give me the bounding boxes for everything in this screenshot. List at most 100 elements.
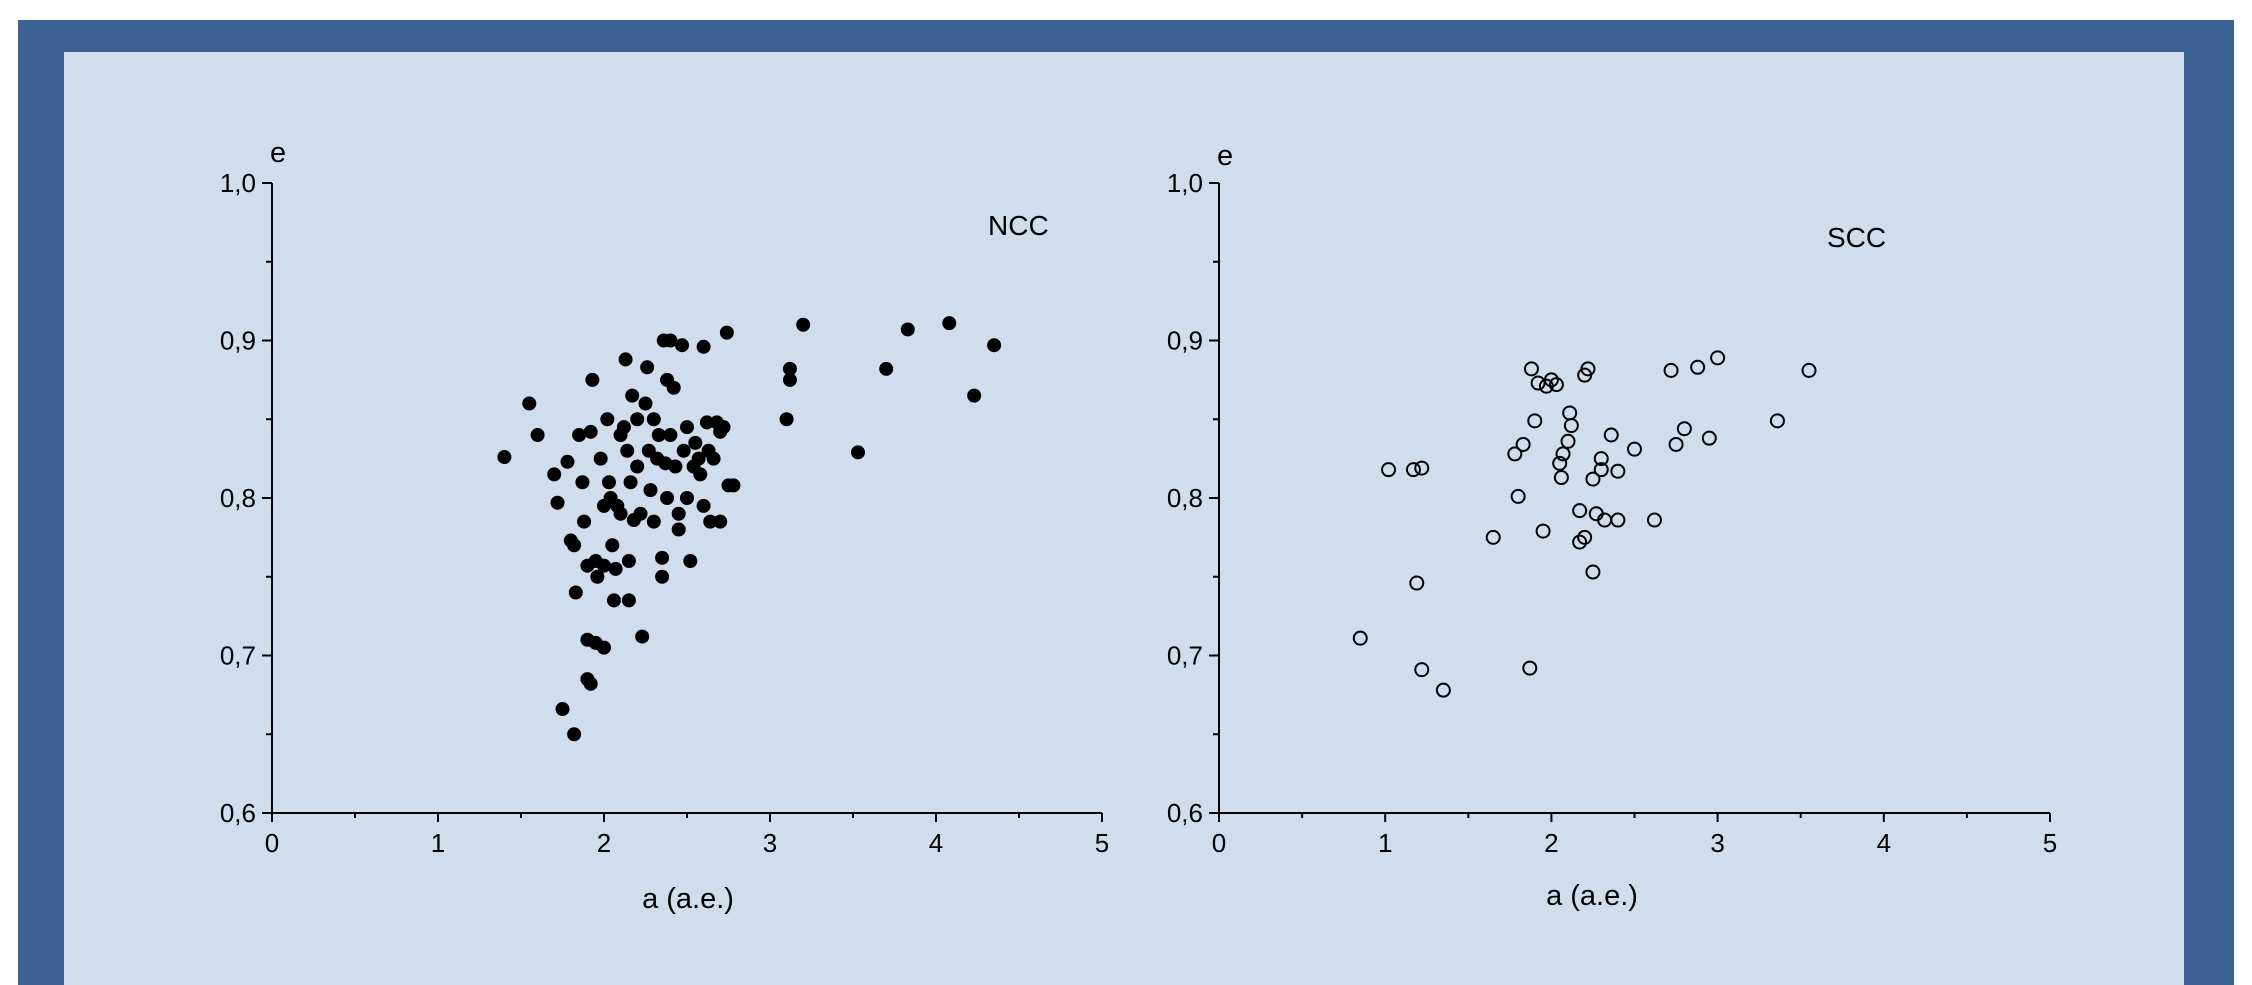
data-point — [1381, 462, 1397, 478]
data-point — [1515, 436, 1531, 452]
data-point — [1507, 446, 1523, 462]
data-point — [726, 478, 741, 493]
data-point — [1580, 361, 1596, 377]
data-point — [1690, 359, 1706, 375]
data-point — [550, 495, 565, 510]
data-point — [671, 506, 686, 521]
data-point — [1414, 662, 1430, 678]
data-point — [625, 388, 640, 403]
data-point — [655, 569, 670, 584]
y-axis-title: e — [1217, 140, 1233, 172]
data-point — [1663, 362, 1679, 378]
y-tick-label: 0,6 — [220, 798, 256, 828]
data-point — [691, 451, 706, 466]
data-point — [646, 514, 661, 529]
data-point — [618, 352, 633, 367]
data-point — [796, 317, 811, 332]
data-point — [621, 554, 636, 568]
data-point — [1352, 630, 1368, 646]
data-point — [1769, 413, 1785, 429]
data-point — [987, 338, 1002, 353]
data-point — [497, 450, 512, 465]
data-point — [1646, 512, 1662, 528]
data-point — [1560, 433, 1576, 449]
data-point — [555, 702, 570, 717]
data-point — [719, 325, 734, 340]
data-point — [606, 593, 621, 608]
data-point — [620, 443, 635, 458]
data-point — [590, 569, 605, 584]
data-point — [1414, 460, 1430, 476]
data-point — [1610, 512, 1626, 528]
data-point — [1435, 682, 1451, 698]
data-point — [651, 428, 666, 442]
data-point — [680, 491, 694, 505]
x-tick-label: 4 — [1877, 828, 1891, 858]
x-tick-label: 1 — [1378, 828, 1392, 858]
data-point — [696, 498, 711, 513]
x-tick-label: 1 — [431, 828, 445, 858]
data-point — [630, 412, 645, 427]
data-point — [666, 380, 681, 395]
data-point — [646, 412, 661, 427]
data-point — [706, 451, 721, 466]
data-point — [942, 316, 957, 331]
data-point — [655, 550, 670, 565]
data-point — [1553, 470, 1569, 486]
data-point — [1405, 462, 1421, 478]
data-point — [671, 522, 686, 537]
data-point — [1572, 534, 1588, 550]
data-point — [675, 338, 690, 353]
data-point — [568, 585, 583, 600]
data-point — [616, 420, 631, 435]
data-point — [693, 467, 708, 482]
x-tick-label: 2 — [597, 828, 611, 858]
data-point — [633, 506, 648, 521]
data-point — [663, 333, 678, 348]
data-point — [1603, 427, 1619, 443]
data-point — [1627, 441, 1642, 457]
data-point — [696, 339, 711, 354]
data-point — [630, 459, 645, 474]
data-point — [660, 491, 675, 505]
data-point — [567, 727, 582, 742]
x-tick-label: 0 — [1212, 828, 1226, 858]
data-point — [572, 428, 587, 442]
data-point — [585, 372, 600, 387]
data-point — [663, 428, 678, 442]
data-point — [1585, 564, 1601, 580]
data-point — [1572, 503, 1588, 519]
data-point — [779, 412, 794, 427]
y-tick-label: 0,9 — [1167, 326, 1203, 356]
x-tick-label: 0 — [265, 828, 279, 858]
x-tick-label: 2 — [1544, 828, 1558, 858]
data-point — [713, 514, 728, 529]
data-point — [638, 396, 653, 411]
data-point — [1409, 575, 1425, 591]
data-point — [676, 443, 691, 458]
data-point — [1535, 523, 1551, 539]
data-point — [680, 420, 694, 435]
y-tick-label: 0,6 — [1167, 798, 1203, 828]
y-tick-label: 0,7 — [220, 641, 256, 671]
data-point — [1701, 430, 1717, 446]
y-tick-label: 1,0 — [1167, 168, 1203, 198]
data-point — [1562, 405, 1578, 421]
data-point — [600, 412, 615, 427]
figure-panel — [64, 52, 2184, 985]
plot-label: NCC — [988, 210, 1049, 241]
x-tick-label: 3 — [1710, 828, 1724, 858]
data-point — [850, 445, 865, 460]
data-point — [683, 554, 698, 568]
data-point — [1552, 455, 1568, 471]
data-point — [530, 428, 545, 442]
data-point — [635, 629, 650, 644]
data-point — [1523, 361, 1539, 377]
data-point — [560, 454, 575, 469]
data-point — [640, 360, 655, 375]
data-point — [688, 435, 703, 450]
data-point — [1530, 375, 1546, 391]
data-point — [1676, 421, 1692, 437]
data-point — [1577, 529, 1593, 545]
